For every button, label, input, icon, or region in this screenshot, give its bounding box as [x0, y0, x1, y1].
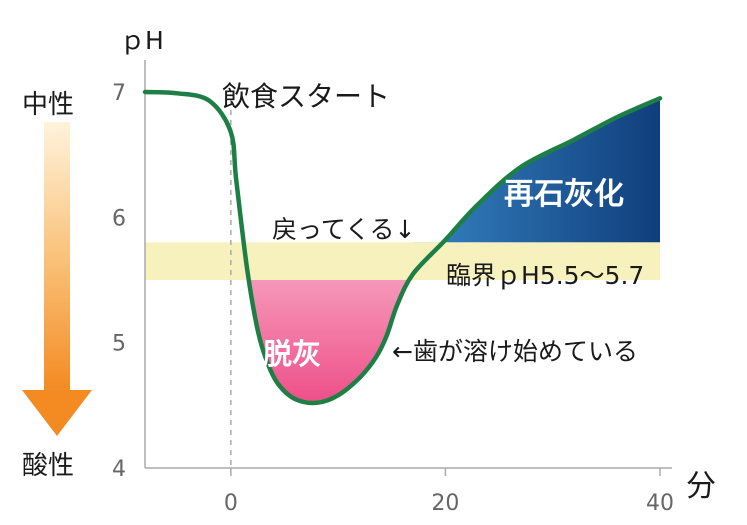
remineralization-region [443, 98, 660, 243]
x-axis-label: 分 [686, 469, 716, 504]
demineralization-region [228, 280, 416, 403]
x-tick-label: 0 [224, 491, 238, 516]
x-tick-label: 20 [431, 491, 459, 516]
x-tick-label: 40 [646, 491, 674, 516]
y-tick-label: 6 [112, 206, 126, 231]
y-tick-label: 4 [112, 457, 126, 482]
y-axis-label: ｐH [120, 26, 164, 55]
neutral-label: 中性 [22, 90, 74, 120]
scale-arrow-head [22, 390, 92, 436]
y-tick-label: 5 [112, 332, 126, 357]
critical-ph-label: 臨界ｐH5.5～5.7 [446, 261, 644, 290]
demineralization-label: 脱灰 [263, 337, 321, 371]
acidic-label: 酸性 [22, 451, 74, 481]
ph-curve-line [142, 89, 663, 406]
returning-label: 戻ってくる↓ [272, 215, 415, 244]
dissolving-label: ←歯が溶け始めている [392, 337, 638, 366]
y-tick-label: 7 [112, 81, 126, 106]
neutral-acidic-scale: 中性 酸性 [22, 90, 92, 481]
event-start-label: 飲食スタート [222, 80, 390, 113]
remineralization-label: 再石灰化 [504, 177, 624, 212]
scale-arrow-shaft [44, 122, 70, 392]
